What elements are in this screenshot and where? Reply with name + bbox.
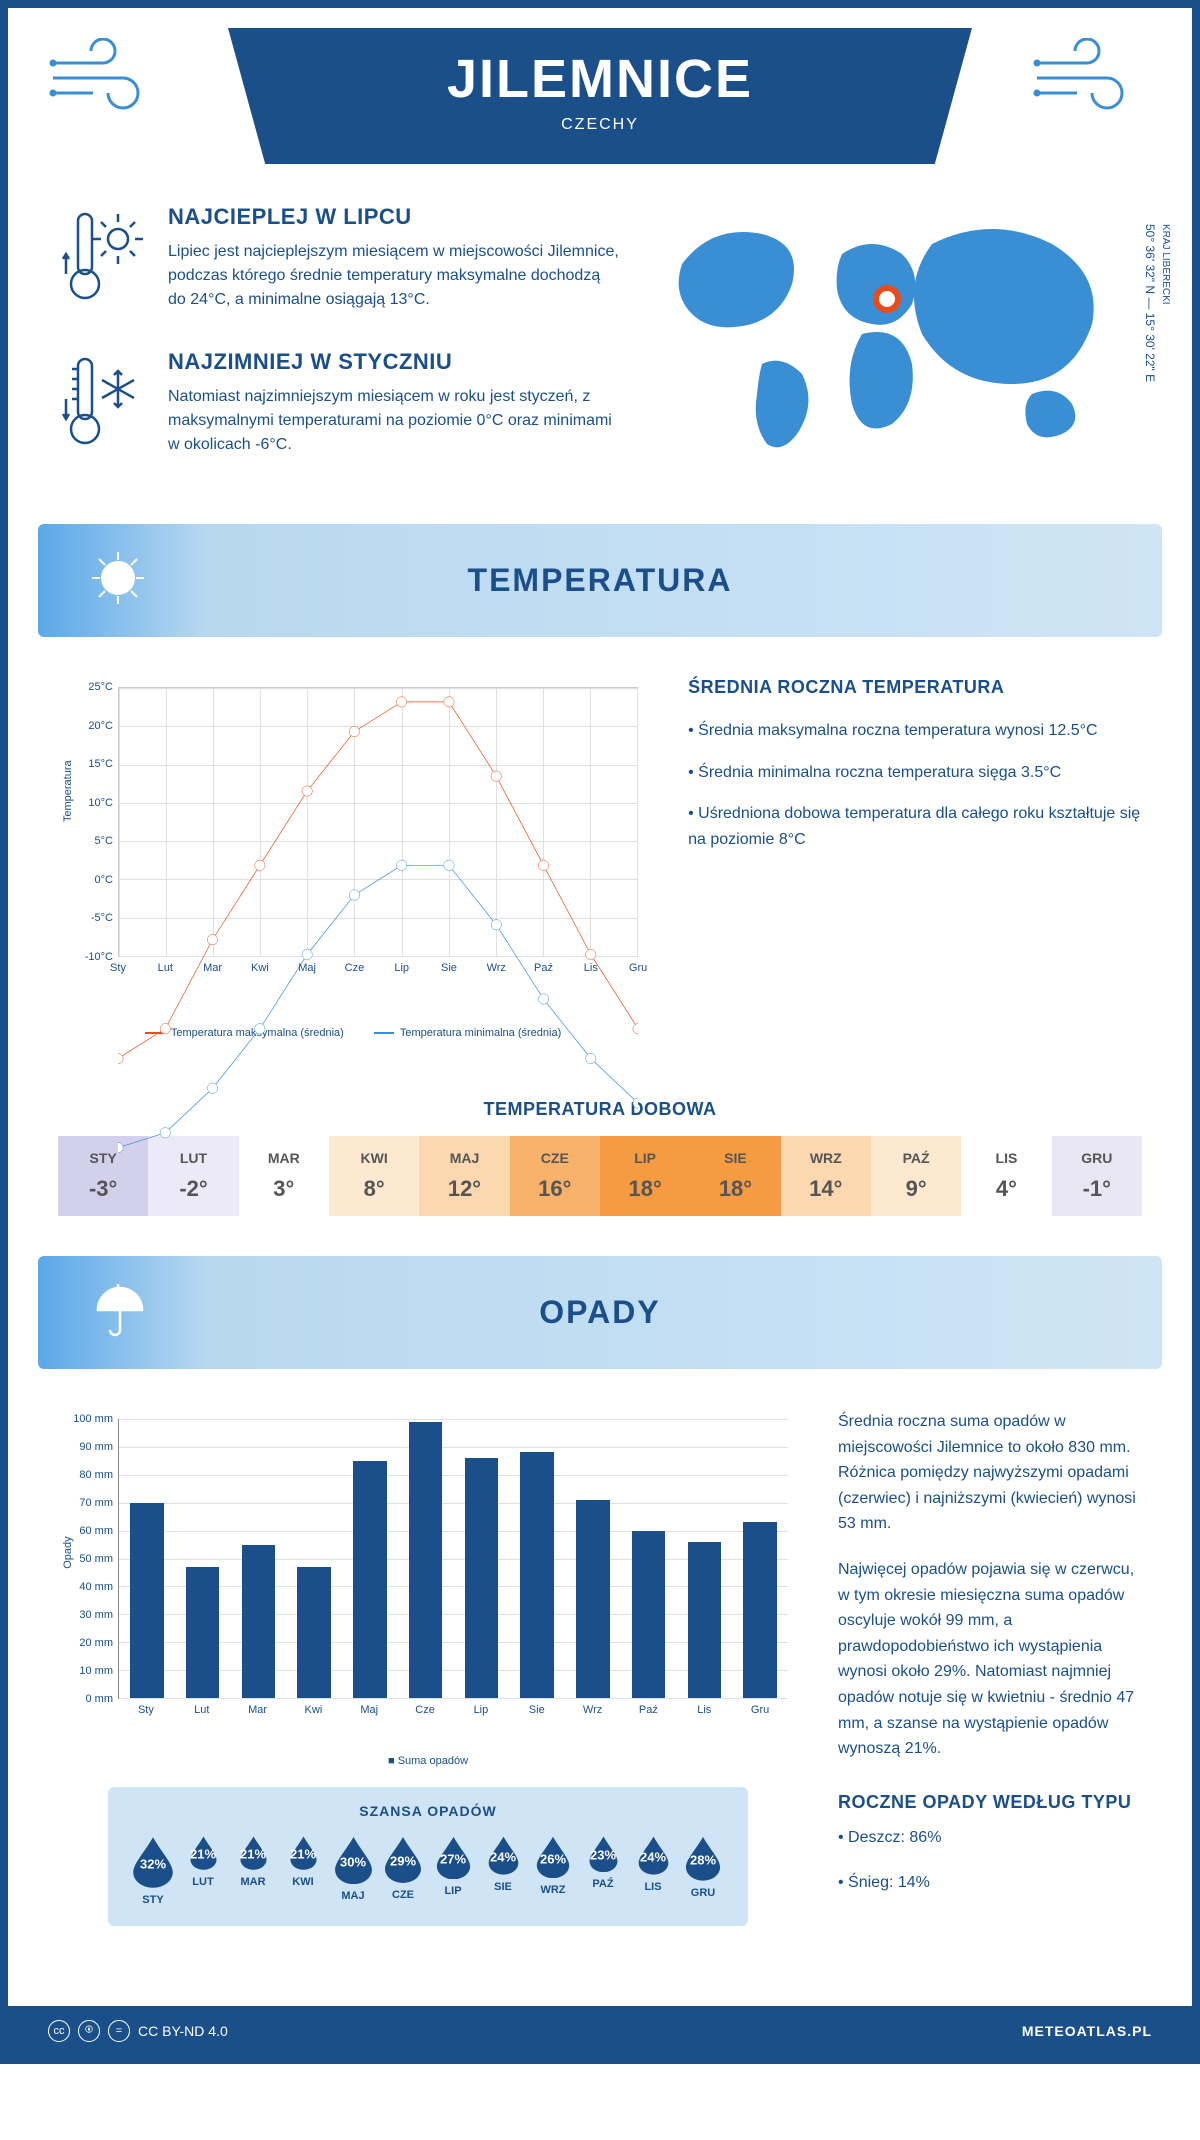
wind-icon [1032,38,1152,123]
precip-type-title: ROCZNE OPADY WEDŁUG TYPU [838,1792,1142,1813]
wind-icon [48,38,168,123]
precip-chance-drop: 23%PAŹ [578,1835,628,1906]
thermometer-cold-icon [58,349,148,464]
precip-chance-drop: 27%LIP [428,1835,478,1906]
precip-summary-1: Średnia roczna suma opadów w miejscowośc… [838,1409,1142,1537]
umbrella-icon [88,1280,148,1345]
precip-chance-drop: 21%MAR [228,1835,278,1906]
precip-chance-drop: 21%LUT [178,1835,228,1906]
precip-type-rain: • Deszcz: 86% [838,1825,1142,1851]
temperature-line-chart: Temperatura -10°C-5°C0°C5°C10°C15°C20°C2… [58,677,648,1017]
precipitation-bar-chart: Opady 0 mm10 mm20 mm30 mm40 mm50 mm60 mm… [58,1409,798,1749]
warm-title: NAJCIEPLEJ W LIPCU [168,204,622,230]
sun-icon [88,548,148,613]
precip-chance-drop: 24%SIE [478,1835,528,1906]
temp-stat-bullet: • Średnia maksymalna roczna temperatura … [688,718,1142,744]
precip-chance-drop: 29%CZE [378,1835,428,1906]
precip-chance-drop: 26%WRZ [528,1835,578,1906]
temp-stats-title: ŚREDNIA ROCZNA TEMPERATURA [688,677,1142,698]
site-name: METEOATLAS.PL [1022,2023,1152,2039]
daily-temp-cell: WRZ14° [781,1136,871,1216]
precip-chance-drop: 24%LIS [628,1835,678,1906]
precip-chance-drop: 21%KWI [278,1835,328,1906]
daily-temp-cell: GRU-1° [1052,1136,1142,1216]
cold-text: Natomiast najzimniejszym miesiącem w rok… [168,385,622,457]
page-subtitle: CZECHY [268,116,932,134]
temp-stat-bullet: • Uśredniona dobowa temperatura dla całe… [688,801,1142,852]
precip-chance-drop: 32%STY [128,1835,178,1906]
thermometer-hot-icon [58,204,148,319]
daily-temp-cell: LIS4° [961,1136,1051,1216]
precip-type-snow: • Śnieg: 14% [838,1870,1142,1896]
cc-icon: cc [48,2020,70,2042]
page-title: JILEMNICE [268,48,932,110]
world-map-icon [662,204,1122,464]
precip-chance-drop: 28%GRU [678,1835,728,1906]
license-text: CC BY-ND 4.0 [138,2023,228,2039]
cold-title: NAJZIMNIEJ W STYCZNIU [168,349,622,375]
coordinates: KRAJ LIBERECKI 50° 36' 32" N — 15° 30' 2… [1141,224,1172,382]
daily-temp-cell: SIE18° [690,1136,780,1216]
page-header: JILEMNICE CZECHY [228,28,972,164]
nd-icon: = [108,2020,130,2042]
precipitation-section-header: OPADY [38,1256,1162,1369]
by-icon: 🅯 [78,2020,100,2042]
warm-text: Lipiec jest najcieplejszym miesiącem w m… [168,240,622,312]
daily-temp-cell: PAŹ9° [871,1136,961,1216]
precip-summary-2: Najwięcej opadów pojawia się w czerwcu, … [838,1557,1142,1762]
precipitation-chance-panel: SZANSA OPADÓW 32%STY 21%LUT 21%MAR 21%KW… [108,1787,748,1926]
temp-stat-bullet: • Średnia minimalna roczna temperatura s… [688,760,1142,786]
precip-chance-drop: 30%MAJ [328,1835,378,1906]
temperature-section-header: TEMPERATURA [38,524,1162,637]
page-footer: cc 🅯 = CC BY-ND 4.0 METEOATLAS.PL [8,2006,1192,2056]
